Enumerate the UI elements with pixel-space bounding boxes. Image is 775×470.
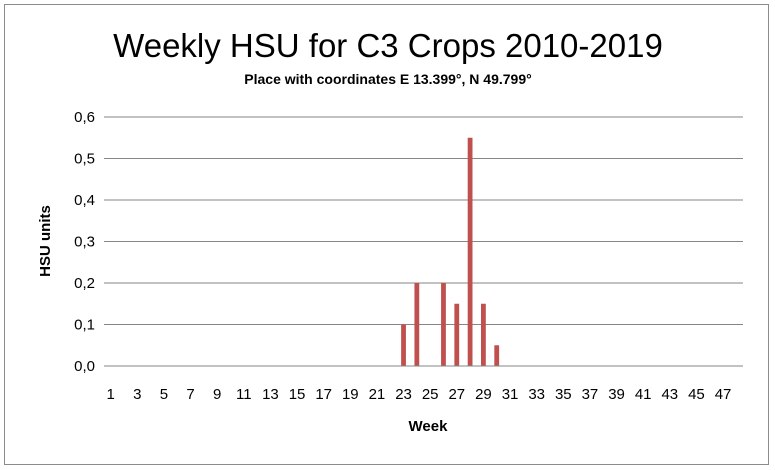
bar: [494, 345, 500, 366]
chart-area: [4, 4, 769, 465]
x-tick-label: 13: [262, 386, 279, 403]
x-tick-label: 43: [661, 386, 678, 403]
x-tick-label: 21: [369, 386, 386, 403]
y-tick-label: 0,2: [74, 275, 95, 292]
x-tick-label: 3: [133, 386, 141, 403]
x-tick-label: 27: [448, 386, 465, 403]
bar: [481, 303, 486, 366]
bar: [401, 324, 406, 366]
x-tick-label: 19: [342, 386, 359, 403]
x-tick-label: 31: [502, 386, 519, 403]
x-axis-title: Week: [409, 418, 449, 435]
x-tick-label: 17: [315, 386, 332, 403]
y-axis-ticks: 0,0 0,1 0,2 0,3 0,4 0,5 0,6: [74, 109, 95, 375]
x-axis-ticks: 1 3 5 7 9 11 13 15 17 19 21 23 25 27 29 31 33 35 37 39 41 43 4…: [106, 386, 731, 403]
x-tick-label: 41: [635, 386, 652, 403]
y-tick-label: 0,1: [74, 317, 95, 334]
chart-title: Weekly HSU for C3 Crops 2010-2019: [113, 27, 663, 64]
y-tick-label: 0,5: [74, 151, 95, 168]
x-tick-label: 29: [475, 386, 492, 403]
x-tick-label: 25: [422, 386, 439, 403]
y-axis-title: HSU units: [37, 205, 54, 277]
x-tick-label: 35: [555, 386, 572, 403]
x-tick-label: 5: [160, 386, 168, 403]
x-tick-label: 15: [289, 386, 306, 403]
x-tick-label: 23: [395, 386, 412, 403]
gridlines: [104, 116, 743, 325]
x-tick-label: 39: [608, 386, 625, 403]
bar: [467, 137, 473, 366]
bars: [401, 137, 500, 366]
x-tick-label: 11: [236, 386, 252, 403]
bar: [414, 283, 420, 366]
x-tick-label: 37: [582, 386, 599, 403]
y-tick-label: 0,0: [74, 358, 95, 375]
x-tick-label: 7: [186, 386, 194, 403]
x-tick-label: 1: [106, 386, 114, 403]
x-tick-label: 9: [213, 386, 221, 403]
x-tick-label: 33: [528, 386, 545, 403]
y-tick-label: 0,6: [74, 109, 95, 126]
y-tick-label: 0,4: [74, 192, 95, 209]
y-tick-label: 0,3: [74, 234, 95, 251]
x-tick-label: 47: [715, 386, 732, 403]
chart-subtitle: Place with coordinates E 13.399°, N 49.7…: [244, 71, 531, 87]
x-tick-label: 45: [688, 386, 705, 403]
bar: [454, 303, 460, 366]
bar: [441, 283, 446, 366]
